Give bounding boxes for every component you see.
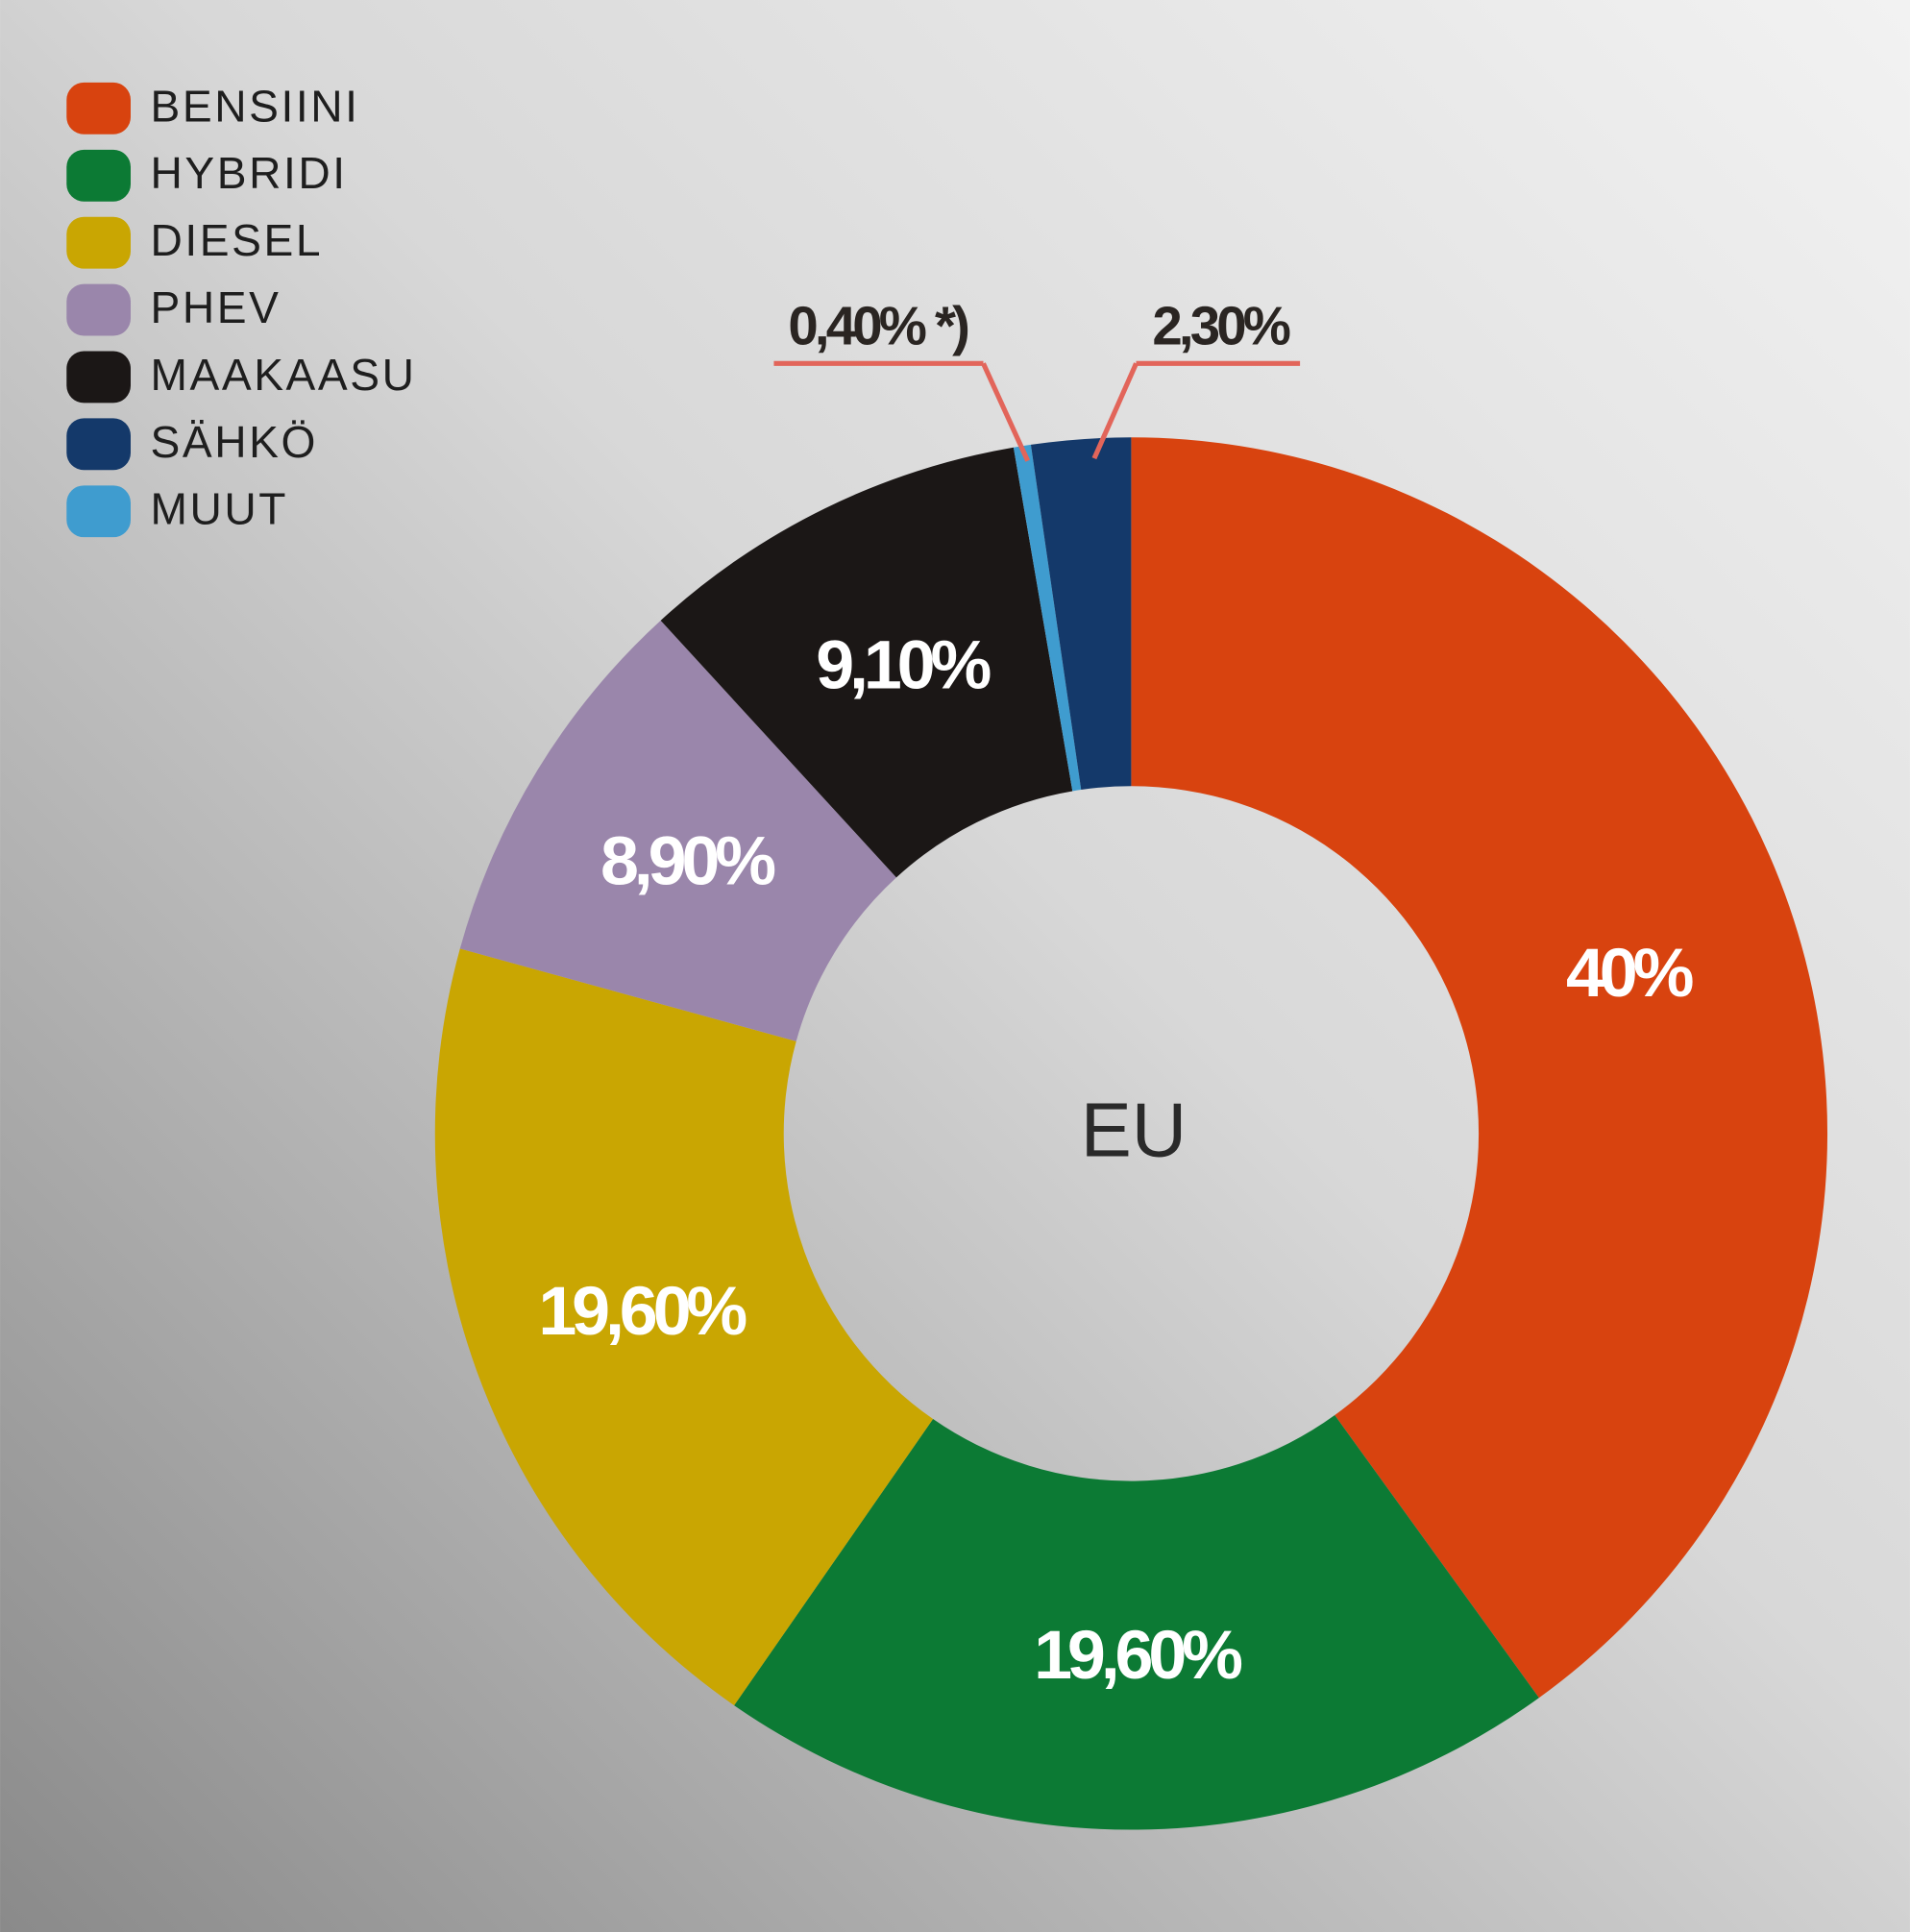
value-label: 8,90% <box>600 823 774 900</box>
legend-label: MUUT <box>151 484 289 534</box>
donut-slice <box>459 620 896 1041</box>
donut-slice <box>734 1415 1539 1830</box>
donut-slice <box>1131 437 1828 1699</box>
legend-swatch <box>66 418 131 471</box>
legend-label: MAAKAASU <box>151 350 417 400</box>
value-label: 40% <box>1566 935 1693 1012</box>
leader-line <box>1091 362 1139 460</box>
donut-slice <box>1030 437 1132 791</box>
legend-label: PHEV <box>151 282 282 332</box>
legend-swatch <box>66 283 131 336</box>
value-labels: 40% 19,60% 19,60% 8,90% 9,10% 0,40% *) 2,30% <box>538 296 1697 1695</box>
leader-line <box>981 362 1031 462</box>
legend-label: SÄHKÖ <box>151 417 318 467</box>
value-label: 9,10% <box>816 626 990 703</box>
value-label: 2,30% <box>1152 296 1289 356</box>
value-label: 19,60% <box>1034 1617 1241 1694</box>
legend-swatch <box>66 216 131 269</box>
donut-slice <box>434 948 934 1706</box>
donut-slice <box>660 447 1073 878</box>
value-label: 0,40% *) <box>788 296 967 356</box>
legend-swatch <box>66 149 131 202</box>
legend-label: BENSIINI <box>151 81 360 131</box>
legend-label: DIESEL <box>151 215 324 265</box>
value-label: 19,60% <box>538 1273 746 1350</box>
legend-swatch <box>66 82 131 135</box>
center-label: EU <box>1081 1087 1187 1172</box>
legend-swatch <box>66 485 131 538</box>
legend-label: HYBRIDI <box>151 148 348 198</box>
legend: BENSIINI HYBRIDI DIESEL PHEV MAAKAASU SÄHKÖ MU… <box>66 81 417 538</box>
legend-swatch <box>66 351 131 404</box>
donut <box>434 437 1828 1830</box>
donut-slice <box>1013 444 1082 792</box>
